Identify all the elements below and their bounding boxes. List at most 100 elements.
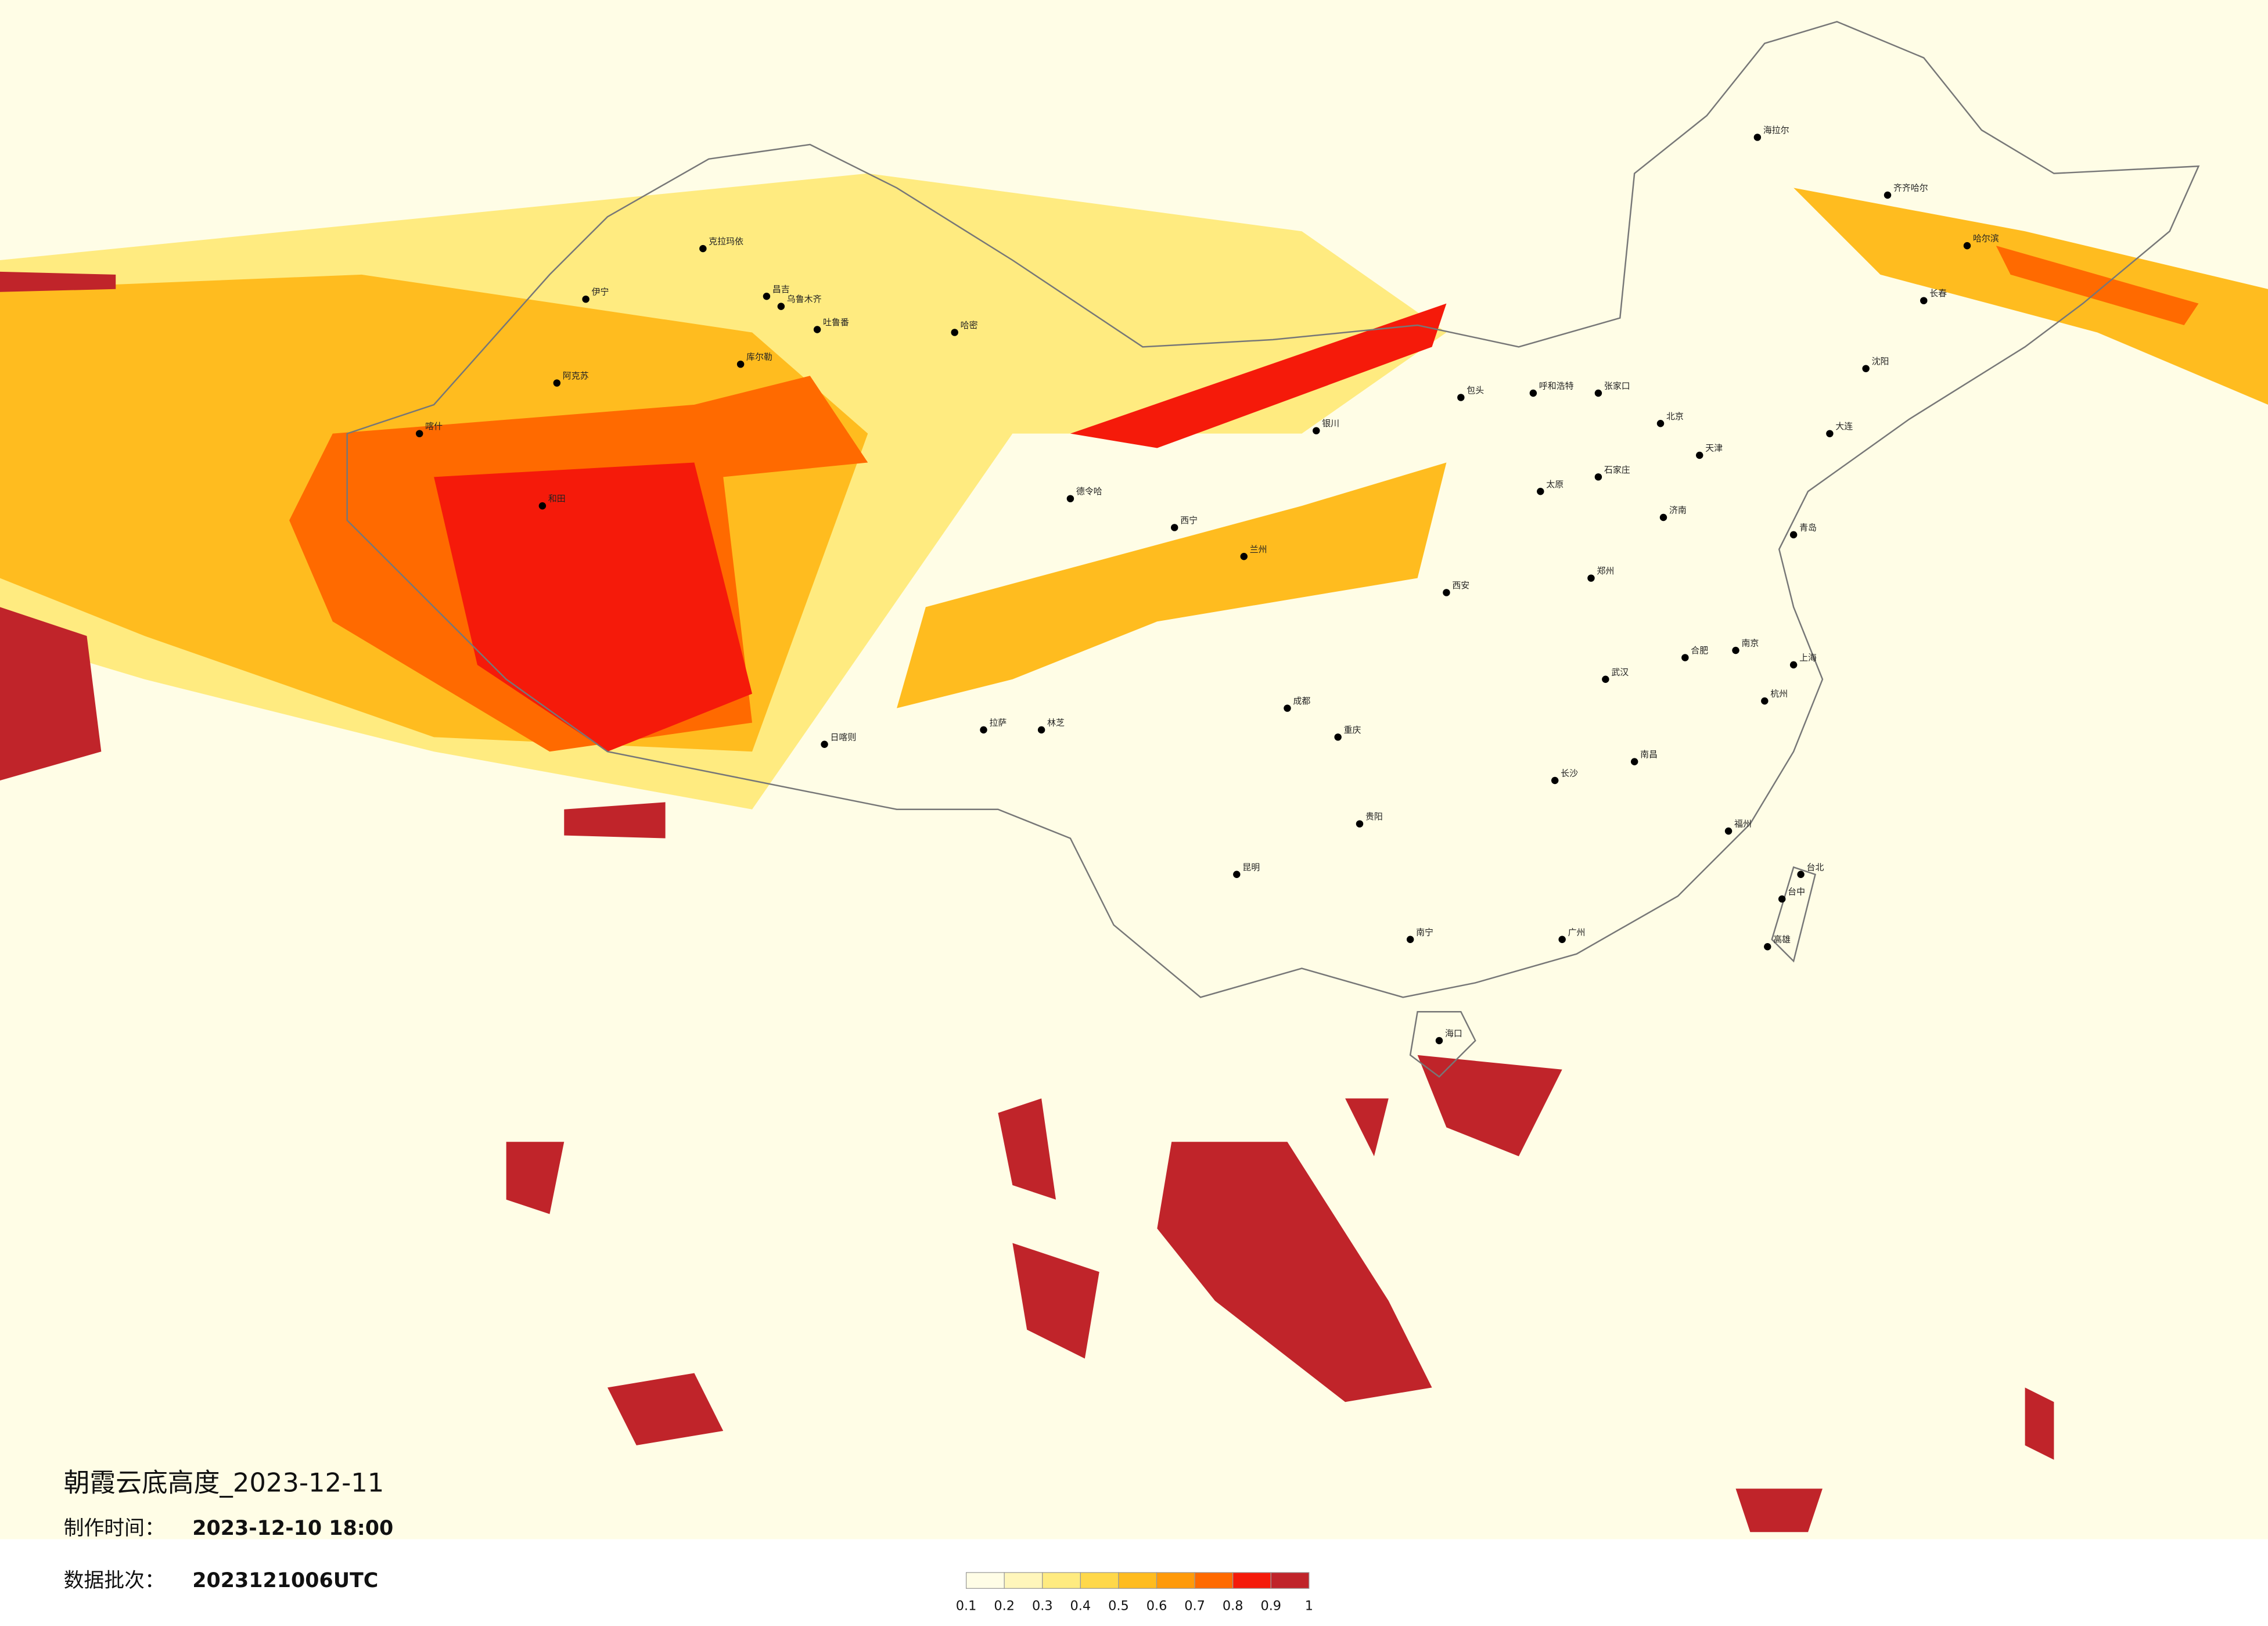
city-dot (777, 303, 785, 310)
city-label: 贵阳 (1365, 811, 1383, 822)
city-label: 阿克苏 (563, 370, 589, 381)
city-label: 克拉玛依 (709, 236, 743, 247)
city-dot (1284, 704, 1291, 712)
city-label: 上海 (1799, 652, 1817, 663)
city-label: 乌鲁木齐 (787, 294, 822, 304)
city-dot (821, 740, 828, 748)
city-label: 沈阳 (1872, 356, 1889, 366)
cloud-area (564, 802, 666, 839)
colorbar-swatch (1118, 1572, 1158, 1589)
city-label: 林芝 (1047, 717, 1065, 728)
city-label: 喀什 (425, 421, 443, 431)
city-dot (1406, 936, 1414, 943)
city-dot (980, 726, 987, 734)
city-dot (1594, 389, 1602, 397)
cloud-area (1793, 188, 2268, 405)
city-dot (1587, 574, 1595, 582)
data-batch: 2023121006UTC (192, 1569, 378, 1592)
city-dot (1443, 589, 1450, 596)
city-label: 重庆 (1344, 725, 1361, 735)
colorbar-tick-label: 0.4 (1070, 1599, 1091, 1614)
city-dot (1558, 936, 1566, 943)
colorbar-tick-label: 0.9 (1260, 1599, 1281, 1614)
city-label: 北京 (1666, 411, 1684, 422)
city-dot (553, 379, 561, 387)
colorbar-tick-label: 0.3 (1032, 1599, 1053, 1614)
city-dot (699, 244, 707, 253)
city-dot (1630, 758, 1638, 765)
city-label: 福州 (1734, 819, 1752, 829)
colorbar-swatch (1042, 1572, 1081, 1589)
colorbar-swatch (1270, 1572, 1310, 1589)
colorbar-tick-label: 0.1 (956, 1599, 977, 1614)
city-label: 杭州 (1770, 689, 1788, 699)
city-dot (1334, 733, 1342, 741)
city-label: 大连 (1835, 421, 1853, 431)
city-dot (1435, 1037, 1443, 1045)
city-label: 海拉尔 (1763, 125, 1789, 135)
city-dot (1753, 134, 1762, 141)
city-dot (1732, 646, 1739, 654)
city-dot (1656, 420, 1665, 427)
city-label: 太原 (1546, 479, 1563, 490)
city-label: 武汉 (1611, 667, 1629, 677)
city-label: 南昌 (1640, 749, 1658, 760)
city-label: 哈尔滨 (1973, 233, 1999, 244)
city-dot (1884, 191, 1892, 199)
city-label: 石家庄 (1604, 465, 1630, 475)
city-dot (538, 502, 547, 510)
cloud-area (1735, 1387, 2054, 1533)
city-dot (1457, 394, 1465, 401)
city-dot (1696, 451, 1703, 459)
city-label: 吐鲁番 (823, 317, 849, 328)
city-dot (1778, 895, 1786, 903)
city-label: 台北 (1807, 862, 1824, 872)
data-batch-label: 数据批次： (64, 1569, 165, 1592)
city-label: 银川 (1322, 418, 1339, 429)
city-dot (1313, 427, 1320, 434)
city-label: 南宁 (1416, 927, 1433, 937)
city-dot (1826, 430, 1834, 437)
city-label: 拉萨 (989, 717, 1007, 728)
city-dot (1551, 776, 1559, 785)
city-dot (1789, 531, 1798, 539)
city-dot (763, 293, 771, 300)
city-label: 昌吉 (772, 284, 790, 294)
city-dot (1862, 365, 1870, 372)
city-label: 郑州 (1597, 566, 1614, 576)
colorbar-tick-label: 1 (1305, 1599, 1313, 1614)
production-time-label: 制作时间： (64, 1517, 165, 1540)
city-label: 南京 (1741, 638, 1759, 649)
cloud-area (0, 607, 102, 780)
city-dot (1681, 654, 1689, 661)
cloud-area (0, 271, 116, 292)
city-dot (1529, 389, 1537, 397)
production-time: 2023-12-10 18:00 (192, 1517, 393, 1540)
city-dot (1659, 513, 1667, 521)
colorbar-tick-label: 0.8 (1223, 1599, 1243, 1614)
city-label: 高雄 (1773, 934, 1791, 945)
cloud-area (897, 462, 1447, 708)
city-label: 西安 (1452, 580, 1469, 591)
country-border (346, 21, 2200, 998)
city-dot (1171, 524, 1178, 531)
city-dot (813, 326, 821, 333)
island-border (1409, 866, 1816, 1078)
city-dot (1240, 553, 1248, 560)
city-label: 张家口 (1604, 381, 1630, 391)
city-label: 西宁 (1180, 515, 1198, 526)
city-dot (415, 430, 423, 437)
city-label: 台中 (1788, 887, 1805, 897)
city-dot (1764, 943, 1771, 951)
city-dot (736, 360, 745, 368)
city-label: 哈密 (961, 320, 978, 330)
map-title: 朝霞云底高度_2023-12-11 (64, 1467, 384, 1498)
city-label: 兰州 (1250, 544, 1267, 555)
city-label: 伊宁 (592, 287, 609, 297)
city-label: 长春 (1929, 288, 1947, 298)
city-dot (1920, 297, 1928, 304)
colorbar-tick-label: 0.6 (1146, 1599, 1167, 1614)
